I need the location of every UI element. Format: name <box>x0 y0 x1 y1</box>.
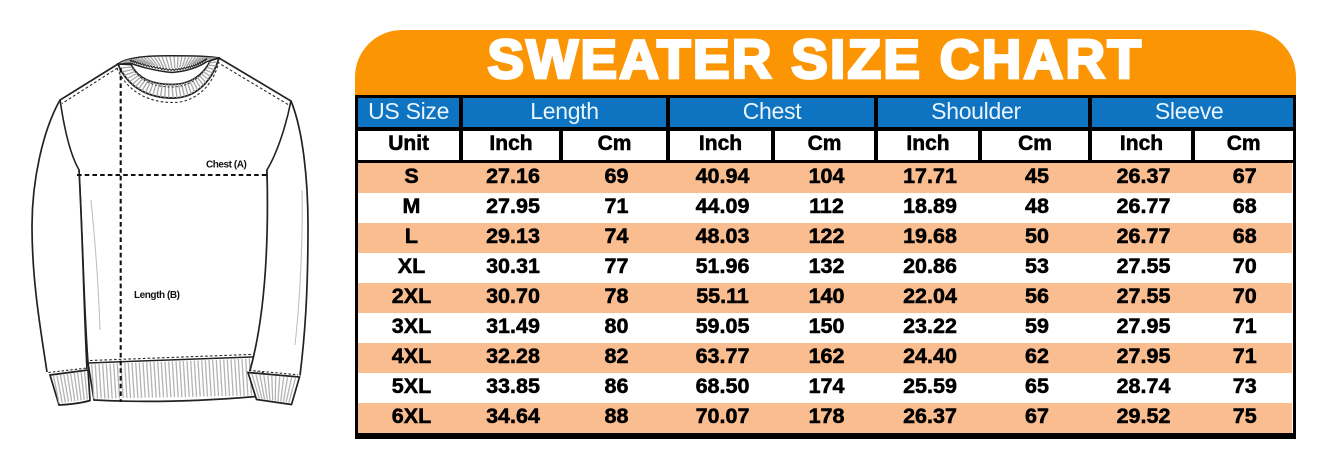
svg-text:Length (B): Length (B) <box>134 290 180 301</box>
svg-text:Chest (A): Chest (A) <box>206 160 247 171</box>
